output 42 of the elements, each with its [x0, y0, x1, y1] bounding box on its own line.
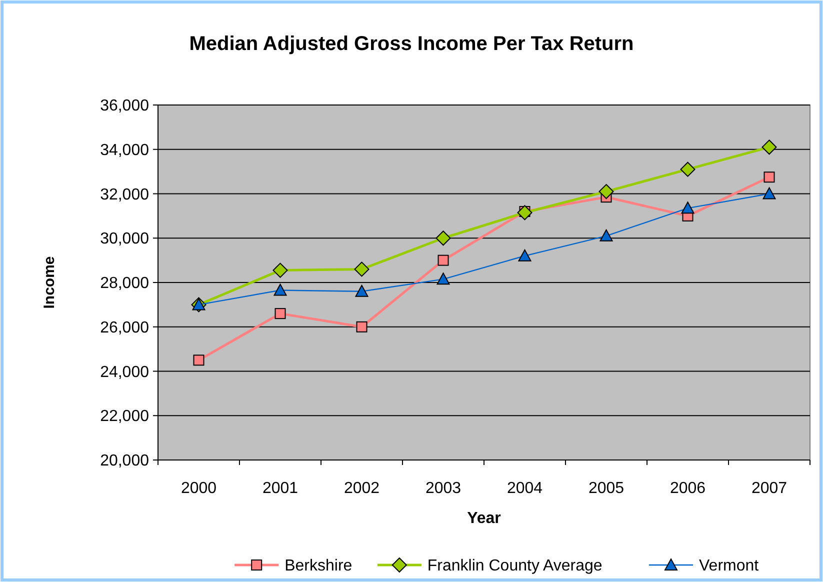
point [517, 205, 532, 220]
y-tick-label: 26,000 [100, 319, 150, 336]
y-axis-title: Income [41, 256, 58, 309]
y-tick-label: 22,000 [100, 408, 150, 426]
point [762, 187, 776, 200]
point [436, 230, 451, 246]
y-tick-label: 28,000 [100, 275, 150, 292]
x-tick-label: 2001 [262, 480, 298, 497]
y-tick-label: 20,000 [100, 452, 150, 470]
point [598, 184, 614, 200]
y-tick-label: 34,000 [100, 142, 150, 159]
x-tick-label: 2004 [506, 480, 543, 497]
point [680, 162, 696, 177]
point [354, 262, 370, 277]
x-tick-label: 2000 [180, 480, 217, 497]
point [356, 321, 368, 332]
point [764, 172, 775, 183]
x-tick-label: 2006 [670, 480, 706, 497]
point [518, 249, 532, 262]
y-tick-label: 24,000 [100, 364, 150, 381]
x-tick-label: 2005 [588, 480, 624, 497]
point [272, 262, 288, 278]
legend-label: Berkshire [284, 558, 352, 575]
y-tick-label: 32,000 [100, 186, 150, 204]
legend-label: Vermont [699, 558, 760, 575]
point [274, 284, 287, 296]
y-tick-label: 36,000 [100, 98, 150, 115]
chart-title: Median Adjusted Gross Income Per Tax Return [189, 33, 634, 55]
point [193, 354, 204, 366]
legend-label: Franklin County Average [427, 558, 602, 575]
point [681, 202, 694, 214]
point [274, 308, 286, 320]
point [438, 254, 449, 266]
point [762, 140, 777, 155]
y-tick-label: 30,000 [100, 230, 150, 248]
point [600, 229, 613, 242]
point [436, 272, 450, 285]
point [355, 284, 368, 297]
x-tick-label: 2007 [751, 480, 788, 497]
x-tick-label: 2003 [425, 480, 462, 497]
x-tick-label: 2002 [344, 480, 380, 497]
x-axis-title: Year [467, 510, 501, 527]
